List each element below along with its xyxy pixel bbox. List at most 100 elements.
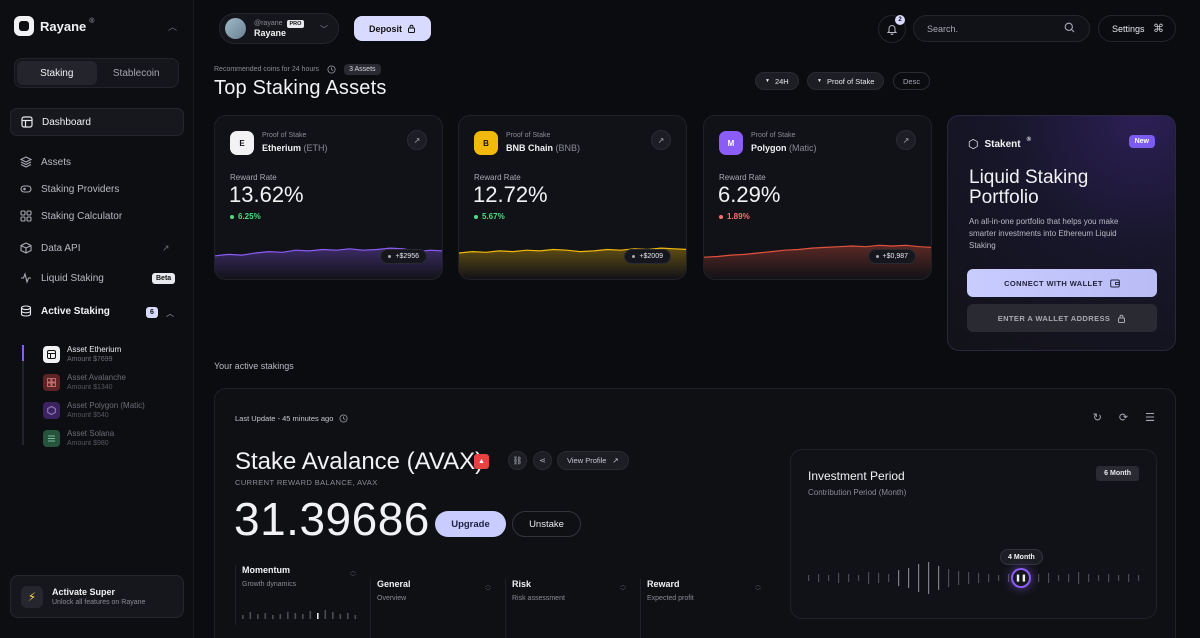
period-bar <box>908 568 910 588</box>
clock-icon <box>327 65 336 74</box>
product-switcher: Staking Stablecoin <box>14 58 179 88</box>
sidebar-item-staking-providers[interactable]: Staking Providers <box>10 175 184 203</box>
arrow-up-right-icon[interactable]: ↗ <box>407 130 427 150</box>
sort-icon[interactable]: ︿ ﹀ <box>754 583 761 595</box>
enter-wallet-address-button[interactable]: ENTER A WALLET ADDRESS <box>967 304 1157 332</box>
sidebar-item-staking-calculator[interactable]: Staking Calculator <box>10 202 184 230</box>
deposit-button[interactable]: Deposit <box>354 16 431 41</box>
sidebar-item-label: Assets <box>41 156 72 168</box>
sidebar-item-liquid-staking[interactable]: Liquid Staking <box>10 264 184 292</box>
sync-icon[interactable]: ⟳ <box>1118 412 1129 424</box>
notifications-button[interactable] <box>878 15 906 43</box>
arrow-up-right-icon[interactable]: ↗ <box>896 130 916 150</box>
refresh-icon[interactable]: ↻ <box>1092 412 1102 424</box>
period-bar <box>848 574 850 582</box>
bnb-icon: B <box>474 131 498 155</box>
sidebar-item-dashboard[interactable]: Dashboard <box>10 108 184 136</box>
reward-rate-label: Reward Rate <box>230 173 277 182</box>
period-slider-handle[interactable]: ❚❚ <box>1011 568 1031 588</box>
active-asset-etherium[interactable]: Asset Etherium Amount $7699 <box>43 345 121 364</box>
lightning-icon: ⚡ <box>21 585 43 608</box>
sort-icon[interactable]: ︿ ﹀ <box>484 583 491 595</box>
metric-general[interactable]: General Overview ︿ ﹀ <box>370 579 505 638</box>
metric-name: Momentum <box>242 565 290 575</box>
settings-button[interactable]: Settings ⌘ <box>1098 15 1176 42</box>
search-icon[interactable] <box>1064 22 1075 36</box>
period-bar <box>958 571 960 585</box>
chevron-down-icon: ﹀ <box>320 25 328 34</box>
reward-rate-label: Reward Rate <box>719 173 766 182</box>
filter-consensus[interactable]: ▼ Proof of Stake <box>807 72 885 90</box>
metric-risk[interactable]: Risk Risk assessment ︿ ﹀ <box>505 579 640 638</box>
up-dot-icon <box>230 214 234 219</box>
coin-card-ethereum[interactable]: E Proof of Stake Etherium (ETH) ↗ Reward… <box>214 115 443 280</box>
tab-staking[interactable]: Staking <box>17 61 97 85</box>
asset-title: Asset Solana <box>67 429 115 438</box>
coin-card-polygon[interactable]: M Proof of Stake Polygon (Matic) ↗ Rewar… <box>703 115 932 280</box>
unstake-button[interactable]: Unstake <box>512 511 581 537</box>
connect-wallet-button[interactable]: CONNECT WITH WALLET <box>967 269 1157 297</box>
plan-badge: PRO <box>286 19 305 28</box>
share-icon[interactable]: ⋖ <box>533 451 552 470</box>
sidebar-item-label: Staking Providers <box>41 183 120 195</box>
sort-icon[interactable]: ︿ ﹀ <box>619 583 626 595</box>
activity-icon <box>20 272 32 284</box>
active-asset-avalanche[interactable]: Asset Avalanche Amount $1340 <box>43 373 126 392</box>
tab-stablecoin[interactable]: Stablecoin <box>112 67 160 79</box>
momentum-bar <box>302 614 304 619</box>
enter-label: ENTER A WALLET ADDRESS <box>997 313 1111 323</box>
coin-category: Proof of Stake <box>506 132 551 139</box>
period-bar <box>918 564 920 592</box>
period-bar <box>888 574 890 582</box>
momentum-bar <box>257 614 259 619</box>
sidebar-item-assets[interactable]: Assets <box>10 148 184 176</box>
rate-change: 6.25% <box>230 212 261 221</box>
chevron-up-icon[interactable]: ︿ <box>166 309 174 318</box>
metric-reward[interactable]: Reward Expected profit ︿ ﹀ <box>640 579 775 638</box>
asset-amount: Amount $1340 <box>67 384 113 391</box>
period-bars <box>808 562 1140 594</box>
info-icon[interactable] <box>339 414 348 423</box>
active-asset-polygon[interactable]: Asset Polygon (Matic) Amount $540 <box>43 401 145 420</box>
period-bar <box>1128 574 1130 582</box>
balance-label: CURRENT REWARD BALANCE, AVAX <box>235 478 378 487</box>
reward-rate-value: 12.72% <box>473 182 548 207</box>
dashboard-icon <box>21 116 33 128</box>
dot-icon <box>632 255 636 258</box>
asset-amount: Amount $540 <box>67 412 109 419</box>
sidebar-item-active-staking[interactable]: Active Staking <box>10 297 184 325</box>
period-badge[interactable]: 6 Month <box>1096 466 1139 481</box>
brand[interactable]: Rayane ® <box>14 16 97 36</box>
upgrade-button[interactable]: Upgrade <box>435 511 506 537</box>
filter-timeframe[interactable]: ▼ 24H <box>755 72 799 90</box>
active-asset-solana[interactable]: Asset Solana Amount $980 <box>43 429 114 448</box>
search-input[interactable] <box>913 15 1090 42</box>
period-bar <box>1008 574 1010 582</box>
sort-icon[interactable]: ︿ ﹀ <box>349 569 356 581</box>
active-staking-count: 6 <box>146 307 158 318</box>
sidebar-item-label: Data API <box>41 242 81 254</box>
period-bar <box>808 575 810 581</box>
momentum-bar <box>287 612 289 619</box>
sidebar-item-data-api[interactable]: Data API <box>10 234 184 262</box>
asset-title: Asset Etherium <box>67 345 122 354</box>
beta-badge: Beta <box>152 273 176 284</box>
arrow-up-right-icon: ↗ <box>612 456 619 465</box>
activate-super-card[interactable]: ⚡ Activate Super Unlock all features on … <box>10 575 184 618</box>
link-icon[interactable]: ⛓ <box>508 451 527 470</box>
coin-amount-badge: +$2009 <box>624 249 671 264</box>
external-link-icon[interactable]: ↗ <box>162 243 170 253</box>
user-menu[interactable]: @rayane PRO Rayane ﹀ <box>219 13 339 44</box>
filter-sort[interactable]: Desc <box>893 72 931 90</box>
filter-settings-icon[interactable]: ☰ <box>1145 412 1155 424</box>
coin-card-bnb[interactable]: B Proof of Stake BNB Chain (BNB) ↗ Rewar… <box>458 115 687 280</box>
metric-momentum[interactable]: Momentum Growth dynamics ︿ ﹀ <box>235 565 370 625</box>
polygon-asset-icon <box>43 402 60 419</box>
avatar <box>225 18 246 39</box>
arrow-up-right-icon[interactable]: ↗ <box>651 130 671 150</box>
metric-subtitle: Growth dynamics <box>242 581 297 588</box>
chevron-up-icon[interactable]: ︿ <box>168 22 178 32</box>
user-handle-row: @rayane PRO <box>254 19 305 28</box>
view-profile-button[interactable]: View Profile ↗ <box>557 451 629 470</box>
super-subtitle: Unlock all features on Rayane <box>52 599 146 606</box>
